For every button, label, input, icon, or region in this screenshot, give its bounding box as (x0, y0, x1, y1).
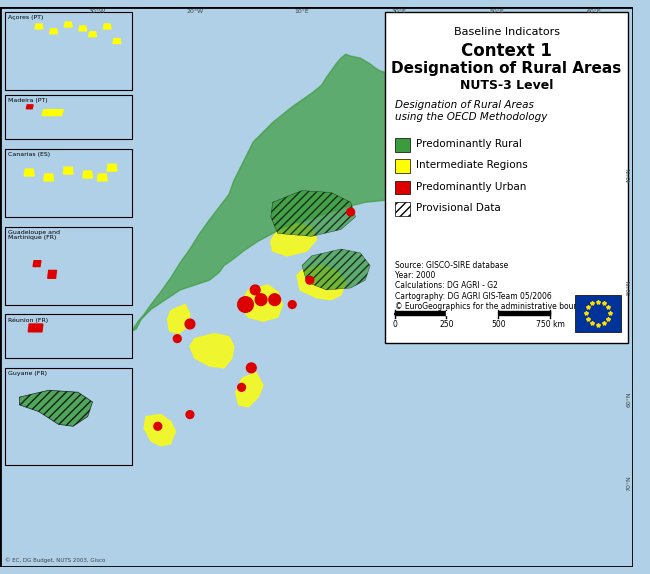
Text: 750 km: 750 km (536, 320, 565, 329)
Text: Predominantly Rural: Predominantly Rural (416, 139, 522, 149)
Polygon shape (98, 174, 107, 181)
Circle shape (154, 422, 162, 430)
Circle shape (238, 383, 246, 391)
Text: Guyane (FR): Guyane (FR) (8, 371, 47, 376)
Bar (395, 202, 410, 216)
Bar (395, 138, 410, 152)
Polygon shape (24, 169, 34, 176)
Text: Context 1: Context 1 (461, 41, 552, 60)
Text: 10°E: 10°E (294, 9, 309, 14)
Polygon shape (64, 22, 72, 27)
Text: Predominantly Urban: Predominantly Urban (416, 181, 526, 192)
Bar (5, 315, 131, 358)
Text: NUTS-3 Level: NUTS-3 Level (460, 79, 553, 91)
Bar (395, 160, 410, 173)
Text: 50°E: 50°E (489, 9, 504, 14)
Polygon shape (168, 305, 190, 333)
Text: Baseline Indicators: Baseline Indicators (454, 27, 560, 37)
Circle shape (238, 297, 254, 312)
Bar (575, 295, 621, 332)
Polygon shape (113, 38, 121, 44)
Circle shape (185, 319, 195, 329)
Polygon shape (103, 24, 111, 29)
Text: Designation of Rural Areas
using the OECD Methodology: Designation of Rural Areas using the OEC… (395, 100, 547, 122)
Text: 60°E: 60°E (587, 9, 601, 14)
Circle shape (246, 363, 256, 373)
Polygon shape (83, 171, 92, 178)
Text: Provisional Data: Provisional Data (416, 203, 500, 213)
Text: Designation of Rural Areas: Designation of Rural Areas (391, 61, 621, 76)
Polygon shape (499, 311, 551, 315)
Bar (5, 227, 131, 305)
Circle shape (289, 301, 296, 308)
Text: 60°N: 60°N (626, 391, 631, 406)
Text: Canarias (ES): Canarias (ES) (8, 152, 50, 157)
Circle shape (306, 276, 314, 284)
Text: 50°N: 50°N (626, 279, 631, 295)
Polygon shape (144, 414, 176, 446)
Polygon shape (33, 261, 41, 266)
Bar (5, 368, 131, 466)
Circle shape (255, 294, 267, 305)
Polygon shape (271, 224, 317, 256)
Bar (5, 12, 131, 90)
Text: Açores (PT): Açores (PT) (8, 15, 43, 20)
Polygon shape (35, 24, 43, 29)
Circle shape (174, 335, 181, 343)
Polygon shape (88, 32, 96, 37)
Polygon shape (63, 167, 73, 174)
Polygon shape (49, 29, 57, 34)
Bar (5, 149, 131, 217)
Polygon shape (107, 164, 117, 171)
Text: 20°W: 20°W (187, 9, 203, 14)
Polygon shape (190, 333, 234, 368)
Text: Source: GISCO-SIRE database
Year: 2000
Calculations: DG AGRI - G2
Cartography: D: Source: GISCO-SIRE database Year: 2000 C… (395, 261, 602, 311)
Circle shape (250, 285, 260, 295)
Polygon shape (26, 105, 33, 108)
Polygon shape (297, 266, 346, 300)
Text: 30°E: 30°E (392, 9, 407, 14)
Polygon shape (271, 191, 356, 236)
Polygon shape (28, 324, 43, 332)
Polygon shape (236, 373, 263, 407)
Text: 500: 500 (491, 320, 506, 329)
Bar (385, 12, 629, 343)
Circle shape (346, 208, 354, 216)
Text: Madeira (PT): Madeira (PT) (8, 98, 47, 103)
Circle shape (186, 411, 194, 418)
Polygon shape (395, 311, 447, 315)
Bar (5, 95, 131, 139)
Text: 40°N: 40°N (626, 167, 631, 183)
Text: Intermediate Regions: Intermediate Regions (416, 160, 528, 170)
Text: Réunion (FR): Réunion (FR) (8, 317, 48, 323)
Text: Guadeloupe and
Martinique (FR): Guadeloupe and Martinique (FR) (8, 230, 60, 241)
Text: 0: 0 (392, 320, 397, 329)
Text: 250: 250 (439, 320, 454, 329)
Polygon shape (242, 285, 283, 321)
Polygon shape (79, 26, 86, 31)
Circle shape (269, 294, 281, 305)
Text: 70°N: 70°N (626, 475, 631, 491)
Polygon shape (302, 249, 370, 290)
Polygon shape (44, 174, 53, 181)
Polygon shape (127, 54, 448, 333)
Bar (395, 181, 410, 195)
Polygon shape (42, 110, 63, 115)
Text: 30°W: 30°W (89, 9, 106, 14)
Polygon shape (447, 311, 499, 315)
Polygon shape (47, 270, 57, 278)
Text: © EC, DG Budget, NUTS 2003, Gisco: © EC, DG Budget, NUTS 2003, Gisco (5, 557, 105, 563)
Polygon shape (20, 390, 92, 426)
